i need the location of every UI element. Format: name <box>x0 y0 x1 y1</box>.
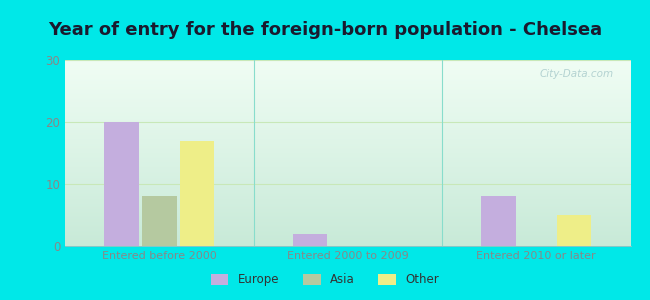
Legend: Europe, Asia, Other: Europe, Asia, Other <box>206 269 444 291</box>
Bar <box>179 141 214 246</box>
Bar <box>556 215 592 246</box>
Text: City-Data.com: City-Data.com <box>540 69 614 79</box>
Bar <box>142 196 177 246</box>
Bar <box>481 196 516 246</box>
Bar <box>292 234 328 246</box>
Text: Year of entry for the foreign-born population - Chelsea: Year of entry for the foreign-born popul… <box>48 21 602 39</box>
Bar <box>104 122 139 246</box>
